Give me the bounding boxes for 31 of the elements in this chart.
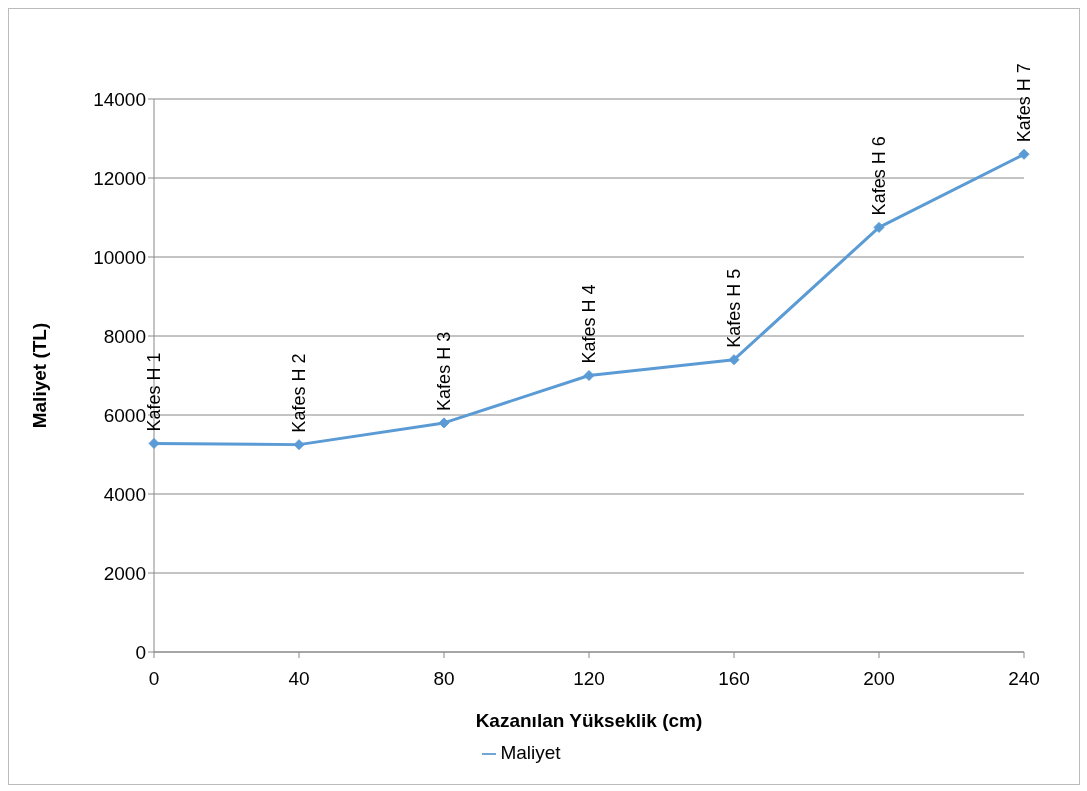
y-tick-label: 12000 — [93, 167, 146, 189]
annotation: Kafes H 4 — [579, 284, 599, 364]
point — [438, 417, 450, 429]
x-axis-title: Kazanılan Yükseklik (cm) — [475, 710, 703, 731]
annotation: Kafes H 6 — [869, 136, 889, 216]
point — [583, 370, 595, 381]
annotation: Kafes H 1 — [144, 352, 164, 432]
y-axis-title: Maliyet (TL) — [28, 322, 50, 429]
annotation: Kafes H 3 — [434, 331, 454, 411]
x-tick-label: 200 — [863, 668, 895, 690]
annotation: Kafes H 2 — [289, 353, 309, 433]
point — [1018, 148, 1030, 160]
x-tick-label: 240 — [1008, 668, 1040, 690]
y-tick-label: 10000 — [93, 246, 146, 268]
x-tick-label: 80 — [433, 668, 455, 690]
annotation: Kafes H 5 — [724, 268, 744, 348]
annotation: Kafes H 7 — [1014, 63, 1034, 143]
x-tick-label: 0 — [148, 668, 160, 690]
y-tick-label: 14000 — [93, 88, 146, 110]
y-tick-label: 6000 — [103, 404, 146, 426]
y-tick-label: 8000 — [103, 325, 146, 347]
legend-label: Maliyet — [500, 742, 561, 763]
y-tick-label: 4000 — [103, 483, 146, 505]
x-tick-label: 40 — [288, 668, 310, 690]
point — [873, 221, 885, 233]
y-tick-label: 2000 — [103, 562, 146, 584]
y-tick-label: 0 — [135, 641, 146, 663]
x-tick-label: 120 — [573, 668, 605, 690]
x-tick-label: 160 — [718, 668, 750, 690]
point — [293, 439, 305, 451]
point — [728, 354, 740, 366]
